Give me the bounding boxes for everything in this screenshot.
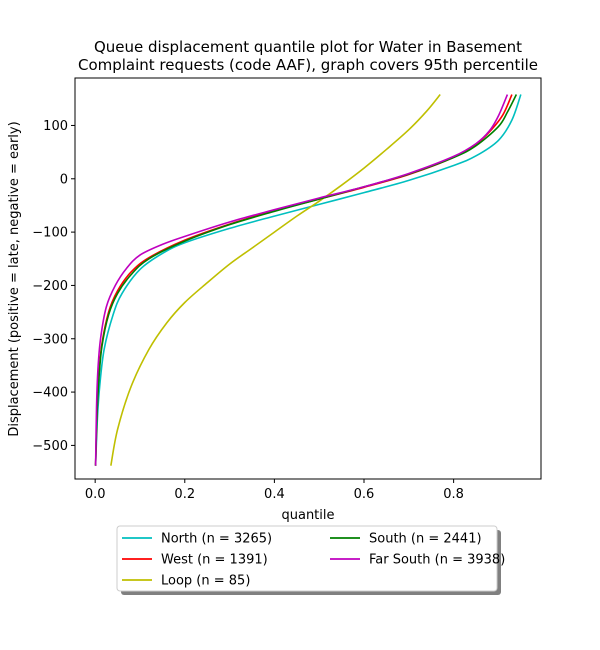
legend-box — [116, 525, 498, 592]
series-line-0 — [94, 94, 522, 466]
legend-items: North (n = 3265) West (n = 1391) Loop (n =… — [122, 532, 505, 589]
legend-label-0: North (n = 3265) — [161, 532, 272, 547]
chart-title-line-1: Queue displacement quantile plot for Wat… — [94, 38, 522, 56]
x-tick-label: 0.6 — [354, 487, 375, 502]
y-tick-label: −100 — [32, 226, 68, 241]
x-tick-label: 0.0 — [85, 487, 106, 502]
y-axis-label: Displacement (positive = late, negative … — [7, 121, 22, 436]
x-axis-ticks: 0.0 0.2 0.4 0.6 0.8 — [85, 479, 464, 502]
x-tick-label: 0.2 — [174, 487, 195, 502]
plot-area-frame — [74, 77, 542, 480]
y-tick-label: 100 — [43, 119, 68, 134]
legend-label-3: South (n = 2441) — [369, 532, 482, 547]
y-tick-label: −400 — [32, 386, 68, 401]
x-tick-label: 0.4 — [264, 487, 285, 502]
series-line-3 — [94, 94, 518, 466]
y-tick-label: −300 — [32, 332, 68, 347]
series-lines — [94, 94, 522, 466]
chart-title-line-2: Complaint requests (code AAF), graph cov… — [78, 56, 538, 74]
x-axis-label: quantile — [281, 508, 334, 523]
series-line-2 — [110, 94, 441, 466]
y-tick-label: −500 — [32, 439, 68, 454]
legend-label-2: Loop (n = 85) — [161, 574, 250, 589]
y-tick-label: 0 — [60, 172, 68, 187]
series-line-4 — [94, 94, 509, 466]
legend-label-1: West (n = 1391) — [161, 553, 268, 568]
legend: North (n = 3265) West (n = 1391) Loop (n =… — [116, 525, 505, 595]
y-axis-ticks: 100 0 −100 −200 −300 −400 −500 — [32, 119, 75, 454]
legend-label-4: Far South (n = 3938) — [369, 553, 505, 568]
x-tick-label: 0.8 — [443, 487, 464, 502]
y-tick-label: −200 — [32, 279, 68, 294]
